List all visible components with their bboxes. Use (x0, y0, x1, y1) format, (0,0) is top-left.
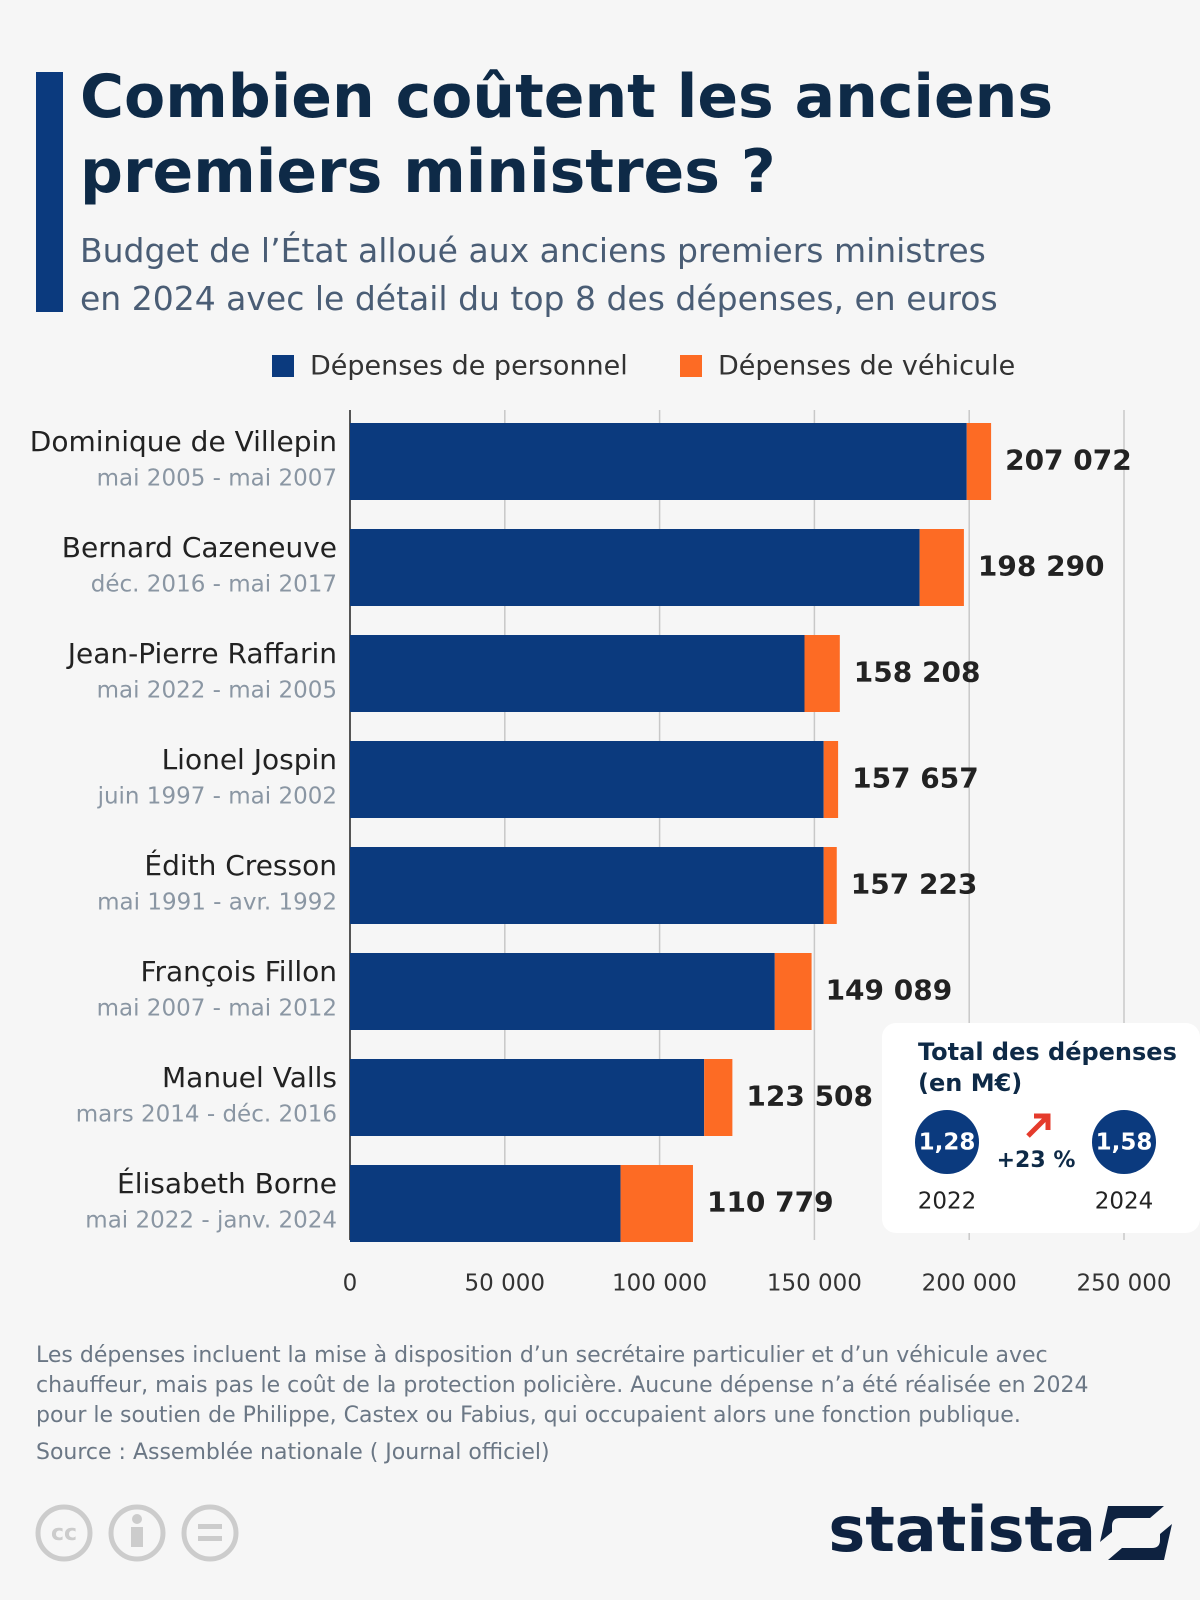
bar-segment (350, 635, 805, 712)
summary-change: +23 % (997, 1148, 1076, 1173)
change-arrow (1026, 1113, 1051, 1138)
bar-segment (350, 953, 775, 1030)
brand-icon (1100, 1506, 1172, 1560)
category-label: Dominique de Villepin (30, 425, 337, 458)
footnote: chauffeur, mais pas le coût de la protec… (36, 1373, 1089, 1398)
bar-segment (966, 423, 992, 500)
value-label: 110 779 (707, 1186, 834, 1219)
x-tick-label: 250 000 (1076, 1271, 1171, 1297)
summary-box (882, 1023, 1200, 1233)
value-label: 157 657 (852, 762, 979, 795)
bar-segment (774, 953, 812, 1030)
x-tick-label: 150 000 (767, 1271, 862, 1297)
value-label: 207 072 (1005, 444, 1132, 477)
period-label: mai 2022 - mai 2005 (97, 678, 337, 704)
chart-subtitle: Budget de l’État alloué aux anciens prem… (80, 230, 998, 318)
period-label: déc. 2016 - mai 2017 (91, 572, 337, 598)
category-label: François Fillon (140, 955, 337, 988)
chart-title: Combien coûtent les anciens premiers mini… (80, 62, 1053, 207)
legend-swatch (680, 355, 702, 377)
summary-year: 2024 (1095, 1189, 1154, 1215)
period-label: mai 1991 - avr. 1992 (97, 890, 337, 916)
legend-label: Dépenses de personnel (310, 351, 628, 382)
summary-year: 2022 (918, 1189, 977, 1215)
bar-segment (823, 741, 839, 818)
legend-label: Dépenses de véhicule (718, 351, 1015, 382)
period-label: mai 2007 - mai 2012 (97, 996, 337, 1022)
bar-segment (919, 529, 964, 606)
category-label: Lionel Jospin (162, 743, 337, 776)
bar-segment (823, 847, 837, 924)
bar-segment (620, 1165, 693, 1242)
bar-segment (350, 1165, 621, 1242)
summary-value: 1,28 (919, 1130, 976, 1156)
bar-segment (350, 847, 824, 924)
category-label: Jean-Pierre Raffarin (66, 637, 337, 670)
value-label: 149 089 (826, 974, 953, 1007)
bar-segment (704, 1059, 733, 1136)
bar-segment (804, 635, 840, 712)
bar-segment (350, 423, 967, 500)
value-label: 158 208 (854, 656, 981, 689)
period-label: mai 2022 - janv. 2024 (85, 1208, 337, 1234)
x-tick-label: 0 (343, 1271, 358, 1297)
category-label: Manuel Valls (162, 1061, 337, 1094)
value-label: 157 223 (851, 868, 978, 901)
period-label: mai 2005 - mai 2007 (97, 466, 337, 492)
x-tick-label: 100 000 (612, 1271, 707, 1297)
source: Source : Assemblée nationale ( Journal o… (36, 1440, 550, 1465)
category-label: Édith Cresson (144, 848, 337, 882)
bar-segment (350, 1059, 705, 1136)
category-label: Bernard Cazeneuve (62, 531, 337, 564)
x-tick-label: 200 000 (922, 1271, 1017, 1297)
cc-icons: cc (35, 1504, 239, 1562)
x-tick-label: 50 000 (465, 1271, 545, 1297)
accent-bar (36, 72, 63, 312)
summary-circle (1092, 1110, 1156, 1174)
category-label: Élisabeth Borne (117, 1166, 337, 1200)
bar-segment (350, 529, 920, 606)
summary-circle (915, 1110, 979, 1174)
footnote: pour le soutien de Philippe, Castex ou F… (36, 1403, 1021, 1428)
value-label: 198 290 (978, 550, 1105, 583)
period-label: mars 2014 - déc. 2016 (76, 1102, 337, 1128)
period-label: juin 1997 - mai 2002 (97, 784, 337, 810)
footnote: Les dépenses incluent la mise à disposit… (36, 1343, 1048, 1368)
summary-value: 1,58 (1096, 1130, 1153, 1156)
value-label: 123 508 (746, 1080, 873, 1113)
summary-title: Total des dépenses (en M€) (918, 1038, 1177, 1097)
svg-text:cc: cc (51, 1521, 77, 1546)
brand: statista (828, 1493, 1096, 1566)
bar-segment (350, 741, 824, 818)
legend-swatch (272, 355, 294, 377)
